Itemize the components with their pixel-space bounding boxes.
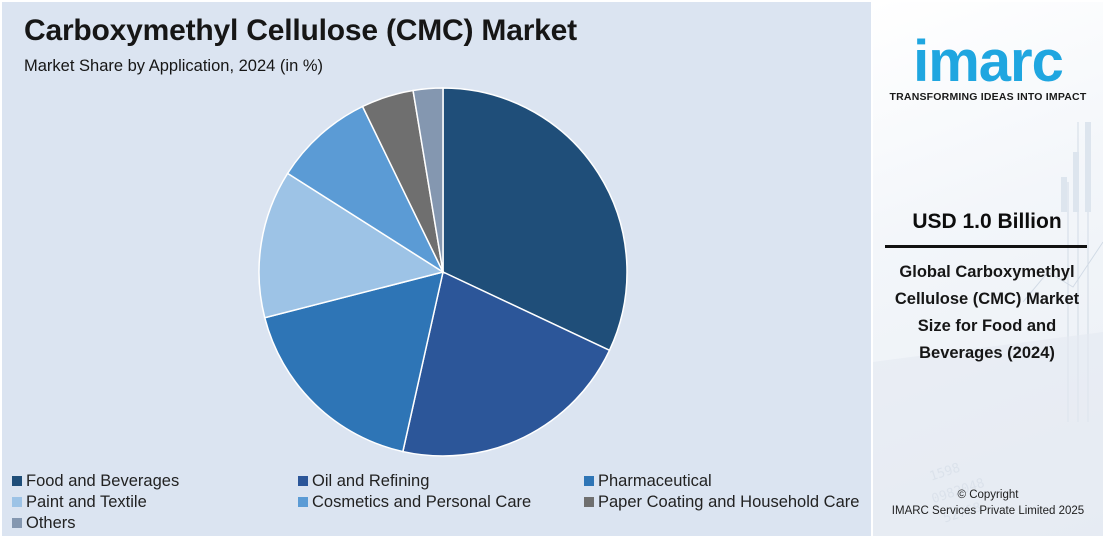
legend-item: Cosmetics and Personal Care [298, 492, 531, 512]
legend-swatch [12, 518, 22, 528]
legend-swatch [584, 476, 594, 486]
legend-swatch [12, 476, 22, 486]
legend-swatch [12, 497, 22, 507]
legend-item: Others [12, 513, 76, 533]
pie-slice-pharmaceutical [263, 270, 444, 453]
imarc-logo: imarc [913, 29, 1064, 94]
pie-slice-paint-and-textile [258, 172, 445, 319]
legend-item: Food and Beverages [12, 471, 179, 491]
pie-slice-oil-and-refining [401, 270, 611, 457]
copyright-line-2: IMARC Services Private Limited 2025 [891, 505, 1085, 517]
logo-tagline: TRANSFORMING IDEAS INTO IMPACT [889, 91, 1087, 103]
chart-title: Carboxymethyl Cellulose (CMC) Market [24, 14, 577, 47]
legend-swatch [298, 476, 308, 486]
pie-slice-food-and-beverages [442, 87, 628, 352]
legend-label: Paint and Textile [26, 493, 147, 511]
background-chart-decoration: 1598 0982048 52768 [873, 122, 1103, 536]
legend-item: Oil and Refining [298, 471, 429, 491]
market-value: USD 1.0 Billion [912, 210, 1062, 233]
side-panel: 1598 0982048 52768 imarc TRANSFORMING ID… [873, 2, 1103, 536]
legend-label: Paper Coating and Household Care [598, 493, 860, 511]
pie-slice-cosmetics-and-personal-care [286, 105, 445, 275]
pie-chart [258, 87, 628, 457]
legend-label: Cosmetics and Personal Care [312, 493, 532, 511]
legend-item: Paint and Textile [12, 492, 147, 512]
legend-item: Paper Coating and Household Care [584, 492, 859, 512]
legend-item: Pharmaceutical [584, 471, 712, 491]
legend-label: Others [26, 514, 76, 532]
legend-label: Oil and Refining [312, 472, 430, 490]
copyright: © Copyright IMARC Services Private Limit… [873, 487, 1103, 519]
pie-slice-others [412, 87, 444, 273]
chart-subtitle: Market Share by Application, 2024 (in %) [24, 57, 323, 75]
legend-label: Pharmaceutical [598, 472, 712, 490]
divider [885, 245, 1087, 248]
legend-label: Food and Beverages [26, 472, 180, 490]
legend-swatch [298, 497, 308, 507]
market-value-description: Global Carboxymethyl Cellulose (CMC) Mar… [873, 259, 1101, 367]
copyright-line-1: © Copyright [957, 489, 1019, 501]
value-description-text: Global Carboxymethyl Cellulose (CMC) Mar… [894, 263, 1080, 362]
chart-panel: Carboxymethyl Cellulose (CMC) Market Mar… [2, 2, 871, 536]
legend-swatch [584, 497, 594, 507]
